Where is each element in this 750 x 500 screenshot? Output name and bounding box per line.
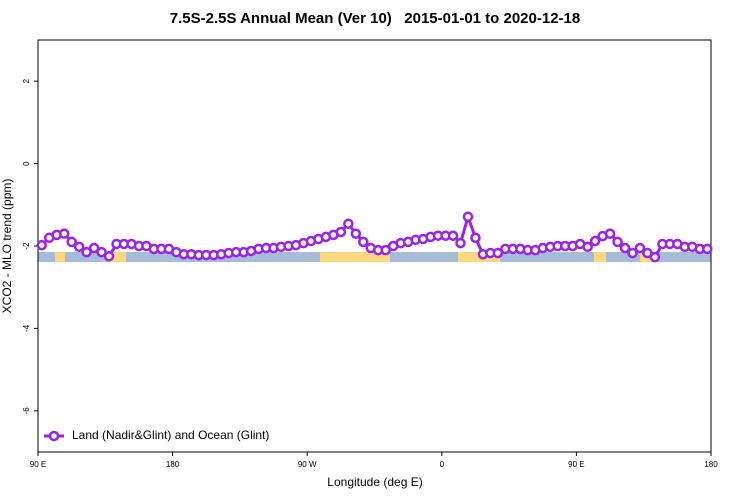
x-tick-label: 180	[704, 460, 718, 469]
y-axis-label: XCO2 - MLO trend (ppm)	[0, 179, 14, 314]
data-point	[470, 232, 481, 244]
x-axis-label: Longitude (deg E)	[327, 475, 422, 489]
data-point	[58, 228, 70, 239]
legend-label: Land (Nadir&Glint) and Ocean (Glint)	[72, 428, 269, 442]
y-tick-label: 0	[22, 161, 31, 166]
data-point	[627, 247, 638, 259]
data-point	[642, 247, 653, 259]
data-point	[36, 239, 47, 251]
data-point	[343, 218, 354, 230]
data-point	[447, 230, 459, 241]
data-point	[702, 243, 713, 255]
data-point	[81, 246, 92, 258]
y-tick-label: -6	[22, 407, 31, 415]
data-point	[634, 242, 646, 254]
data-point	[88, 242, 100, 254]
data-point	[103, 251, 115, 262]
y-tick-label: -4	[22, 324, 31, 332]
x-tick-label: 180	[166, 460, 180, 469]
x-tick-label: 90 E	[568, 460, 584, 469]
data-point	[96, 246, 107, 258]
data-point	[66, 236, 77, 248]
y-tick-label: 2	[22, 78, 31, 83]
data-point	[350, 228, 362, 239]
data-point	[380, 244, 391, 256]
legend: Land (Nadir&Glint) and Ocean (Glint)	[44, 428, 269, 442]
data-point	[589, 235, 601, 247]
x-tick-label: 0	[440, 460, 445, 469]
x-tick-label: 90 E	[30, 460, 46, 469]
data-point	[455, 237, 466, 249]
data-point	[358, 236, 369, 248]
data-point	[649, 251, 661, 263]
chart-title: 7.5S-2.5S Annual Mean (Ver 10) 2015-01-0…	[170, 10, 580, 27]
data-point	[619, 242, 631, 254]
y-tick-label: -2	[22, 242, 31, 250]
data-point	[492, 247, 504, 259]
data-point	[582, 241, 593, 253]
data-point	[604, 228, 616, 239]
data-point	[335, 226, 347, 238]
data-point	[612, 236, 623, 248]
legend-marker	[48, 430, 60, 442]
data-point	[462, 211, 474, 222]
data-point	[73, 241, 85, 253]
x-tick-label: 90 W	[298, 460, 317, 469]
